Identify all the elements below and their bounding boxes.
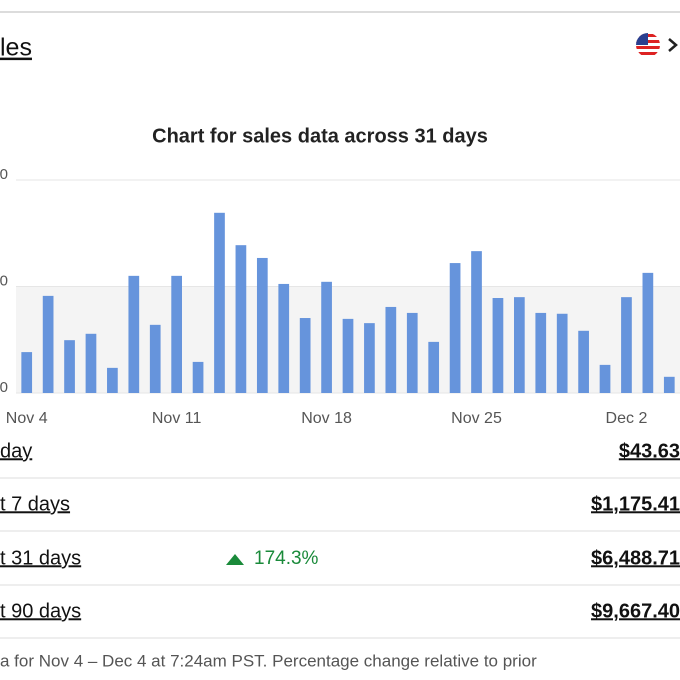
bar (342, 318, 354, 393)
bar (171, 275, 182, 393)
row-value[interactable]: $6,488.71 (591, 547, 680, 569)
bar (621, 297, 632, 393)
bar (128, 275, 140, 393)
row-value[interactable]: $1,175.41 (591, 493, 680, 515)
bar (278, 283, 290, 393)
row-label[interactable]: t 7 days (0, 493, 70, 515)
bar (364, 323, 375, 393)
row-value[interactable]: $9,667.40 (591, 600, 680, 622)
bar (428, 341, 440, 393)
x-tick-label: Nov 18 (301, 410, 352, 427)
bar (299, 318, 311, 393)
x-tick-label: Nov 4 (6, 410, 48, 427)
bar (256, 257, 268, 393)
bar (385, 306, 397, 393)
x-tick-label: Nov 11 (152, 410, 202, 427)
bar (406, 312, 418, 393)
bar (64, 340, 75, 393)
bar (192, 361, 204, 393)
bar (471, 251, 482, 393)
bar (214, 212, 225, 393)
bar (556, 313, 568, 393)
bar (514, 297, 525, 393)
row-label[interactable]: day (0, 440, 32, 462)
chart-title: Chart for sales data across 31 days (152, 125, 488, 147)
bar (42, 295, 54, 393)
bar (535, 312, 547, 393)
bar (449, 263, 461, 393)
bar (321, 281, 332, 393)
flag-icon[interactable] (636, 33, 678, 57)
row-value[interactable]: $43.63 (619, 440, 680, 462)
bar (21, 352, 33, 393)
bar (149, 324, 161, 393)
bar (107, 367, 118, 393)
bar (578, 330, 589, 393)
up-arrow (226, 554, 244, 565)
y-tick-label: 0 (0, 166, 8, 183)
page-title[interactable]: les (0, 34, 32, 62)
bar (642, 272, 654, 393)
row-label[interactable]: t 31 days (0, 547, 81, 569)
row-change: 174.3% (254, 548, 319, 569)
bar (235, 245, 247, 393)
row-label[interactable]: t 90 days (0, 600, 81, 622)
x-tick-label: Dec 2 (606, 410, 648, 427)
x-tick-label: Nov 25 (451, 410, 502, 427)
bar (599, 364, 611, 393)
bar (85, 333, 97, 393)
bar (663, 376, 675, 393)
y-tick-label: 0 (0, 272, 8, 289)
footer-note: a for Nov 4 – Dec 4 at 7:24am PST. Perce… (0, 651, 537, 670)
bar (492, 298, 504, 393)
y-tick-label: 0 (0, 379, 8, 396)
